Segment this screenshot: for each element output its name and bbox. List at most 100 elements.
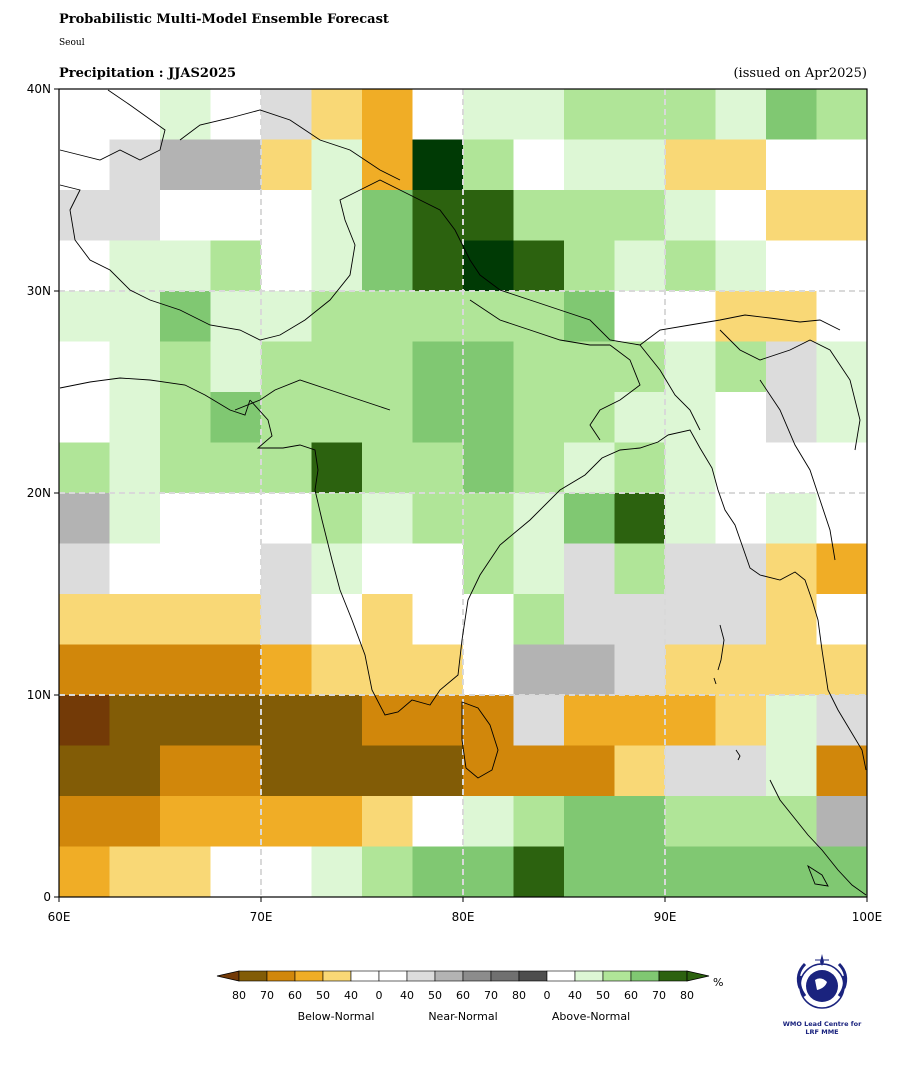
colorbar-swatch: [434, 970, 464, 982]
colorbar-swatch: [602, 970, 632, 982]
grid-cell: [715, 190, 767, 241]
grid-cell: [665, 89, 716, 140]
grid-cell: [513, 341, 565, 393]
grid-cell: [59, 442, 110, 494]
grid-cell: [59, 644, 110, 696]
colorbar-swatch: [546, 970, 576, 982]
grid-cell: [564, 89, 615, 140]
grid-cell: [109, 392, 161, 443]
grid-cell: [311, 594, 363, 645]
colorbar-label: 70: [484, 989, 498, 1002]
x-tick-label: 90E: [654, 910, 677, 924]
grid-cell: [816, 341, 868, 393]
grid-cell: [109, 543, 161, 595]
grid-cell: [463, 139, 514, 191]
grid-cell: [564, 291, 615, 342]
grid-cell: [59, 392, 110, 443]
grid-cell: [59, 796, 110, 847]
grid-cell: [463, 240, 514, 292]
colorbar-swatch: [378, 970, 408, 982]
grid-cell: [412, 240, 464, 292]
grid-cell: [463, 442, 514, 494]
grid-cell: [109, 89, 161, 140]
wmo-emblem-icon: [796, 954, 848, 1009]
colorbar-unit: %: [713, 976, 723, 989]
grid-cell: [109, 190, 161, 241]
grid-cell: [816, 644, 868, 696]
y-tick-label: 10N: [27, 688, 51, 702]
grid-cell: [513, 139, 565, 191]
grid-cell: [109, 240, 161, 292]
variable-label: Precipitation : JJAS2025: [59, 66, 237, 81]
grid-cell: [665, 695, 716, 746]
colorbar-label: 0: [544, 989, 551, 1002]
grid-cell: [160, 493, 211, 544]
grid-cell: [614, 291, 666, 342]
grid-cell: [59, 190, 110, 241]
grid-cell: [210, 846, 262, 898]
grid-cell: [412, 190, 464, 241]
grid-cell: [59, 846, 110, 898]
map-title: Probabilistic Multi-Model Ensemble Forec…: [59, 12, 389, 27]
grid-cell: [109, 745, 161, 797]
grid-cell: [665, 594, 716, 645]
grid-cell: [210, 493, 262, 544]
grid-cell: [816, 89, 868, 140]
grid-cell: [59, 745, 110, 797]
grid-cell: [816, 291, 868, 342]
grid-cell: [665, 846, 716, 898]
grid-cell: [261, 796, 312, 847]
grid-cell: [715, 89, 767, 140]
grid-cell: [665, 644, 716, 696]
grid-cell: [715, 594, 767, 645]
grid-cell: [412, 392, 464, 443]
grid-cell: [614, 392, 666, 443]
grid-cell: [766, 846, 817, 898]
y-tick-label: 20N: [27, 486, 51, 500]
grid-cell: [463, 644, 514, 696]
grid-cell: [311, 442, 363, 494]
grid-cell: [160, 644, 211, 696]
grid-cell: [210, 594, 262, 645]
grid-cell: [412, 644, 464, 696]
grid-cell: [59, 341, 110, 393]
grid-cell: [59, 89, 110, 140]
grid-cell: [311, 341, 363, 393]
grid-cell: [160, 846, 211, 898]
grid-cell: [665, 190, 716, 241]
grid-cell: [160, 594, 211, 645]
grid-cell: [766, 341, 817, 393]
grid-cell: [261, 392, 312, 443]
colorbar-label: 70: [260, 989, 274, 1002]
grid-cell: [311, 139, 363, 191]
grid-cell: [109, 442, 161, 494]
grid-cell: [513, 745, 565, 797]
colorbar-category-label: Near-Normal: [428, 1010, 497, 1023]
grid-cell: [513, 796, 565, 847]
grid-cell: [766, 796, 817, 847]
grid-cell: [160, 695, 211, 746]
coastline: [59, 89, 867, 896]
grid-cell: [715, 493, 767, 544]
forecast-grid: [59, 89, 868, 898]
grid-cell: [362, 392, 413, 443]
grid-cell: [766, 291, 817, 342]
grid-cell: [665, 796, 716, 847]
grid-cell: [513, 240, 565, 292]
colorbar-swatch: [294, 970, 324, 982]
logo-caption: WMO Lead Centre for LRF MME: [780, 1020, 864, 1036]
grid-cell: [109, 796, 161, 847]
grid-cell: [210, 644, 262, 696]
grid-cell: [109, 139, 161, 191]
grid-cell: [362, 543, 413, 595]
grid-cell: [261, 139, 312, 191]
colorbar-min-arrow: [216, 970, 240, 982]
axis-ticks: 60E 70E 80E 90E 100E 0 10N 20N 30N 40N: [27, 82, 883, 924]
x-tick-label: 60E: [48, 910, 71, 924]
colorbar-label: 50: [596, 989, 610, 1002]
colorbar-swatch: [490, 970, 520, 982]
grid-cell: [362, 442, 413, 494]
grid-cell: [715, 442, 767, 494]
grid-cell: [412, 493, 464, 544]
colorbar-label: 0: [376, 989, 383, 1002]
